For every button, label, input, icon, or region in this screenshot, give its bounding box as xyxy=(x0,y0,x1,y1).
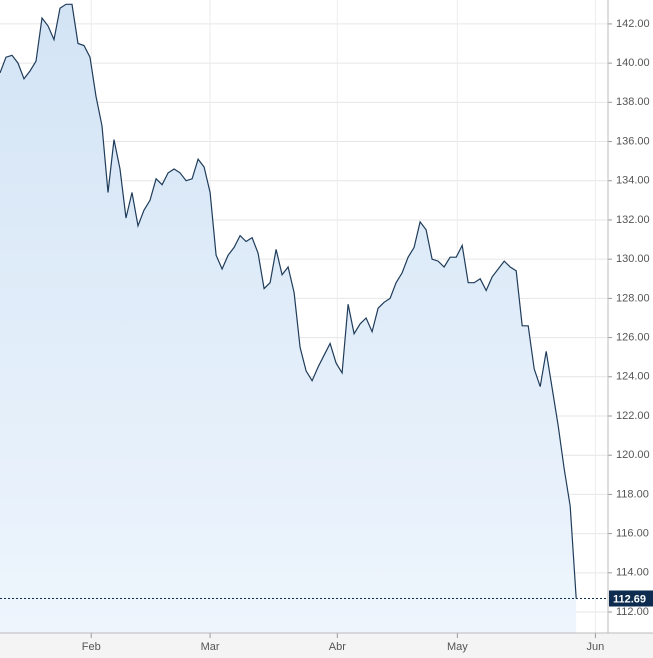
y-tick-label: 142.00 xyxy=(616,18,650,30)
x-tick-label: Abr xyxy=(329,641,346,653)
last-price-box xyxy=(609,590,653,607)
y-tick-label: 122.00 xyxy=(616,410,650,422)
y-tick-label: 126.00 xyxy=(616,331,650,343)
y-tick-label: 138.00 xyxy=(616,96,650,108)
y-tick-label: 132.00 xyxy=(616,214,650,226)
y-tick-label: 128.00 xyxy=(616,292,650,304)
price-line xyxy=(0,3,577,599)
y-tick-label: 118.00 xyxy=(616,488,649,500)
area-fill xyxy=(0,4,577,634)
y-tick-label: 124.00 xyxy=(616,371,650,383)
y-tick-label: 130.00 xyxy=(616,253,650,265)
x-axis-band xyxy=(0,633,653,658)
last-price-label: 112.69 xyxy=(613,593,646,605)
y-tick-label: 116.00 xyxy=(616,528,649,540)
x-tick-label: May xyxy=(447,641,468,653)
x-tick-label: Feb xyxy=(82,641,101,653)
x-tick-label: Mar xyxy=(201,641,220,653)
y-tick-label: 114.00 xyxy=(616,567,649,579)
y-tick-label: 136.00 xyxy=(616,135,650,147)
y-tick-label: 134.00 xyxy=(616,175,650,187)
y-tick-label: 140.00 xyxy=(616,57,650,69)
y-tick-label: 120.00 xyxy=(616,449,650,461)
x-tick-label: Jun xyxy=(587,641,605,653)
y-tick-label: 112.00 xyxy=(616,606,649,618)
